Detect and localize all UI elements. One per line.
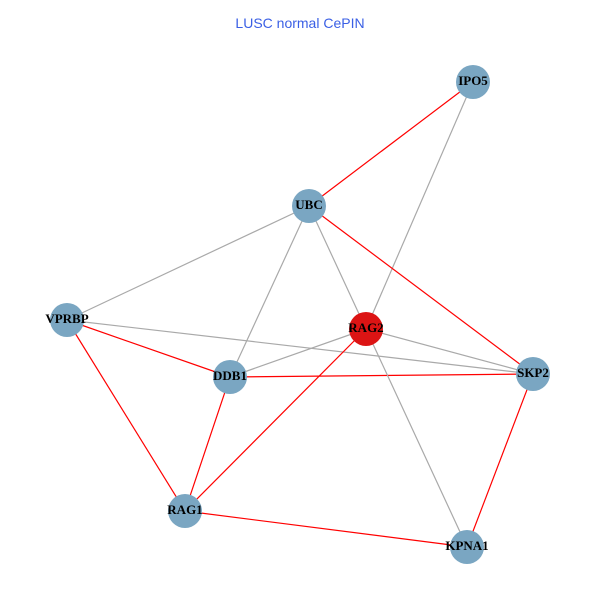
svg-text:RAG2: RAG2 <box>348 320 383 335</box>
svg-text:DDB1: DDB1 <box>213 368 247 383</box>
svg-text:VPRBP: VPRBP <box>45 311 88 326</box>
svg-text:IPO5: IPO5 <box>458 73 488 88</box>
svg-text:SKP2: SKP2 <box>517 365 549 380</box>
svg-text:RAG1: RAG1 <box>167 502 202 517</box>
svg-text:UBC: UBC <box>295 197 322 212</box>
svg-text:KPNA1: KPNA1 <box>445 538 488 553</box>
